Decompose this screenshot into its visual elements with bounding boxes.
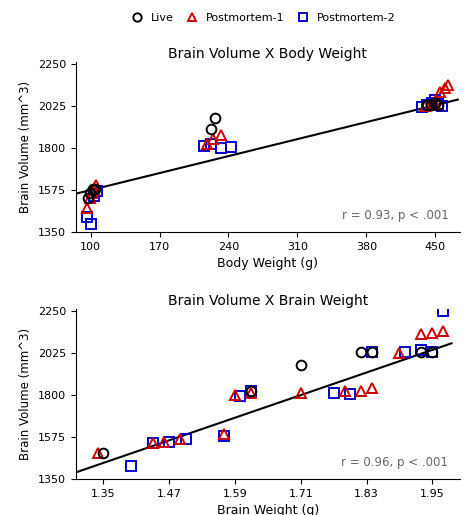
Title: Brain Volume X Brain Weight: Brain Volume X Brain Weight	[168, 294, 368, 307]
X-axis label: Body Weight (g): Body Weight (g)	[217, 258, 319, 270]
Y-axis label: Brain Volume (mm^3): Brain Volume (mm^3)	[19, 328, 32, 460]
Y-axis label: Brain Volume (mm^3): Brain Volume (mm^3)	[19, 81, 32, 213]
Text: r = 0.93, p < .001: r = 0.93, p < .001	[341, 209, 448, 222]
Title: Brain Volume X Body Weight: Brain Volume X Body Weight	[168, 47, 367, 61]
X-axis label: Brain Weight (g): Brain Weight (g)	[217, 504, 319, 515]
Legend: Live, Postmortem-1, Postmortem-2: Live, Postmortem-1, Postmortem-2	[126, 13, 395, 23]
Text: r = 0.96, p < .001: r = 0.96, p < .001	[341, 456, 448, 469]
